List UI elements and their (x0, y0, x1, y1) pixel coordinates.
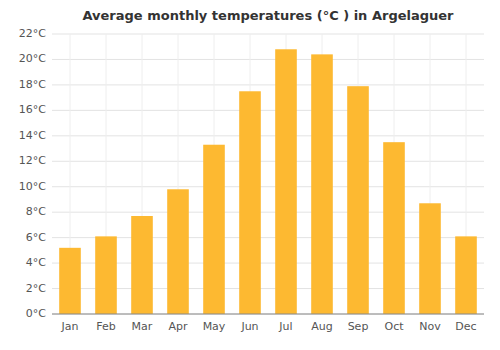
chart: 0°C 2°C 4°C 6°C 8°C 10°C 12°C 14°C 16°C 18°C 20°C 2… (0, 0, 500, 350)
x-axis: Jan Feb Mar Apr May Jun Jul Aug Sep Oct Nov Dec (52, 314, 484, 333)
x-tick-label: Mar (132, 320, 153, 333)
bars (59, 49, 477, 314)
bar (203, 145, 225, 314)
y-grid-line (52, 186, 484, 187)
x-tick-label: Oct (384, 320, 404, 333)
bar (347, 86, 369, 314)
y-grid-line (52, 314, 484, 315)
x-tick-label: Jul (278, 320, 292, 333)
y-grid-line (52, 135, 484, 136)
x-axis-line (52, 314, 484, 315)
bar (95, 236, 117, 314)
y-tick-label: 22°C (19, 27, 46, 40)
y-grid-line (52, 59, 484, 60)
bar (455, 236, 477, 314)
y-tick-label: 12°C (19, 154, 46, 167)
y-tick-label: 10°C (19, 180, 46, 193)
bar (311, 54, 333, 314)
bar (59, 248, 81, 314)
y-tick-label: 2°C (26, 282, 46, 295)
x-tick-label: Sep (348, 320, 369, 333)
bar (275, 49, 297, 314)
x-tick-label: Aug (311, 320, 332, 333)
grid (52, 34, 484, 314)
chart-container: 0°C 2°C 4°C 6°C 8°C 10°C 12°C 14°C 16°C 18°C 20°C 2… (0, 0, 500, 350)
y-tick-label: 16°C (19, 103, 46, 116)
y-grid-line (52, 84, 484, 85)
y-grid-line (52, 110, 484, 111)
x-tick-label: Nov (419, 320, 441, 333)
x-tick-label: Jun (240, 320, 258, 333)
x-tick-label: Dec (455, 320, 476, 333)
x-tick-label: Apr (168, 320, 188, 333)
y-tick-label: 18°C (19, 78, 46, 91)
y-tick-label: 4°C (26, 256, 46, 269)
x-tick-label: May (203, 320, 226, 333)
y-tick-label: 6°C (26, 231, 46, 244)
bar (167, 189, 189, 314)
bar (419, 203, 441, 314)
y-tick-label: 8°C (26, 205, 46, 218)
y-axis: 0°C 2°C 4°C 6°C 8°C 10°C 12°C 14°C 16°C 18°C 20°C 2… (19, 27, 46, 320)
bar (131, 216, 153, 314)
x-tick-label: Jan (61, 320, 79, 333)
y-tick-label: 20°C (19, 52, 46, 65)
x-tick-label: Feb (96, 320, 115, 333)
y-tick-label: 0°C (26, 307, 46, 320)
y-tick-label: 14°C (19, 129, 46, 142)
y-grid-line (52, 34, 484, 35)
y-grid-line (52, 161, 484, 162)
title: Average monthly temperatures (°C ) in Ar… (82, 8, 454, 23)
bar (239, 91, 261, 314)
bar (383, 142, 405, 314)
